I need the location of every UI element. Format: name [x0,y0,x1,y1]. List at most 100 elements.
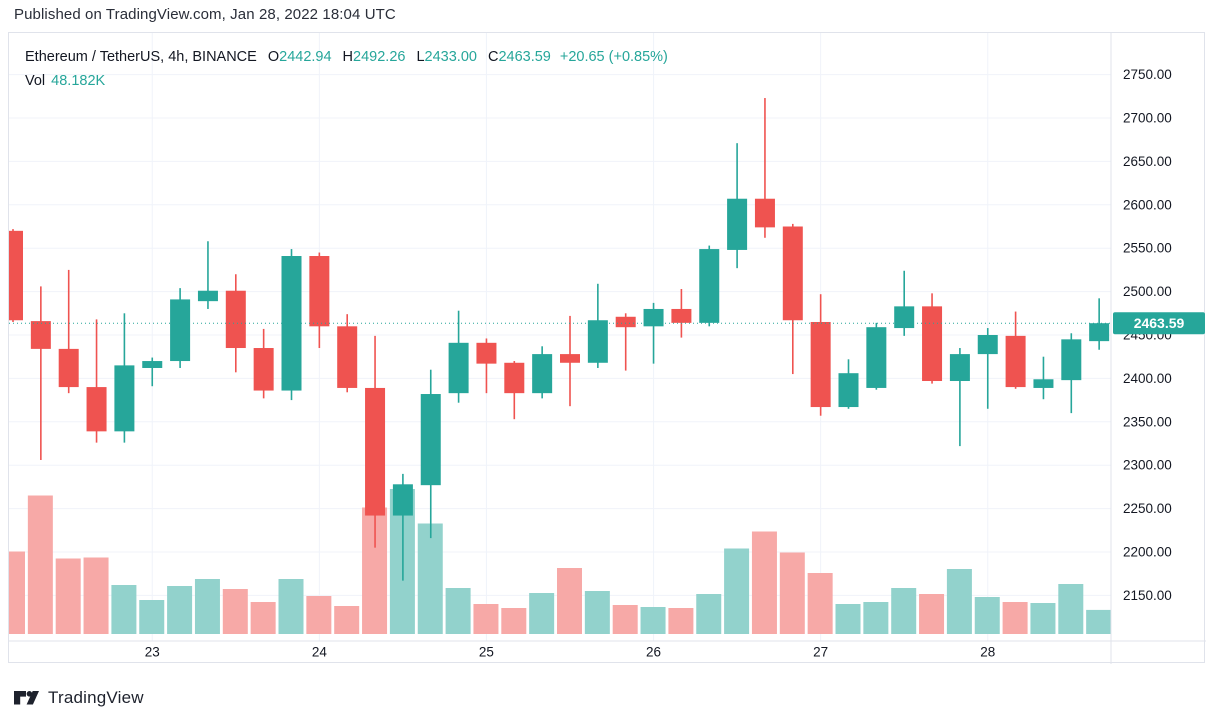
volume-bar [946,569,972,634]
candle-body [253,348,274,391]
candle-wick [903,270,905,336]
candle [197,241,218,309]
low-label: L [416,49,425,65]
volume-bar [557,568,582,634]
volume-bar [863,602,889,634]
candle-body [309,256,330,327]
volume-bar [919,594,945,634]
candle-body [1005,335,1026,388]
price-axis-label: 2200.00 [1123,545,1172,560]
candle-body [337,326,358,388]
candle-body [532,354,553,394]
candle-body [86,387,107,432]
tradingview-logo-text: TradingView [48,688,144,707]
last-price-badge-text: 2463.59 [1134,315,1185,331]
candle [365,335,386,548]
volume-bar [751,531,777,634]
candle [30,286,51,460]
volume-bar [194,579,220,634]
candle-body [1089,323,1110,342]
volume-bar [668,608,694,634]
volume-bar [27,495,53,634]
candle [309,252,330,349]
candle-body [838,373,859,408]
close-value: 2463.59 [498,49,551,65]
candle-body [170,299,191,362]
volume-bar [111,585,137,634]
candle-wick [624,313,627,371]
legend-symbol-row: Ethereum / TetherUS, 4h, BINANCE O2442.94… [25,45,668,69]
time-axis-label: 28 [980,645,995,660]
candle-body [866,327,887,388]
candle [225,274,246,373]
price-axis-label: 2500.00 [1123,284,1172,299]
candle [142,357,163,387]
candle [560,315,580,407]
volume-bar [584,591,610,634]
candle-body [504,362,525,394]
volume-bar [529,593,555,634]
candle-body [643,308,664,327]
candle-wick [986,328,989,409]
candle-body [810,321,831,408]
candle [699,245,720,327]
candle [838,359,859,409]
candle-wick [652,302,655,364]
volume-bar [1030,603,1056,634]
footer-brand[interactable]: TradingView [14,688,144,708]
candle-body [671,308,692,323]
volume-bars [9,489,1111,634]
volume-bar [306,596,332,634]
time-axis[interactable]: 23 24 25 26 27 28 [145,645,996,660]
price-axis-label: 2700.00 [1123,111,1172,126]
candle-body [782,226,803,321]
volume-label: Vol [25,73,46,89]
candle-body [30,321,51,349]
tradingview-logo-icon [14,691,39,705]
volume-bar [696,594,722,634]
candle [977,328,998,409]
candle-wick [67,269,70,394]
volume-bar [835,604,861,634]
candles [9,98,1110,581]
price-axis-label: 2400.00 [1123,371,1172,386]
volume-bar [612,605,638,634]
price-axis[interactable]: 2750.00 2700.00 2650.00 2600.00 2550.00 2500.… [1123,67,1172,603]
candle [1089,298,1110,350]
candle [253,328,274,399]
volume-bar [139,600,165,634]
candle [587,283,608,368]
volume-bar [278,579,304,634]
candle-body [1033,379,1054,388]
candle [281,249,302,401]
volume-bar [1058,584,1084,634]
candle [170,288,191,368]
volume-bar [222,589,248,634]
candle-body [922,306,943,382]
candle-wick [959,348,961,447]
candle [754,98,775,238]
candle [58,269,79,394]
volume-bar [83,557,109,634]
volume-bar [250,602,276,634]
candle-body [894,306,915,329]
volume-bar [445,588,471,634]
candle [114,313,135,443]
symbol-title[interactable]: Ethereum / TetherUS, 4h, BINANCE [25,49,257,65]
candle-wick [402,473,404,581]
candle-body [754,198,775,228]
volume-value: 48.182K [51,73,106,89]
time-axis-label: 26 [646,645,661,660]
candle-body [58,348,79,388]
candle [337,314,358,393]
candle-body [949,354,970,382]
volume-bar [55,558,81,634]
time-axis-label: 27 [813,645,828,660]
price-axis-label: 2650.00 [1123,154,1172,169]
candle-wick [1042,356,1045,400]
candle-body [225,290,246,349]
candlestick-chart[interactable]: 2750.00 2700.00 2650.00 2600.00 2550.00 2500.… [9,33,1206,664]
candle-body [392,484,413,516]
published-caption: Published on TradingView.com, Jan 28, 20… [14,6,396,23]
price-axis-label: 2550.00 [1123,241,1172,256]
